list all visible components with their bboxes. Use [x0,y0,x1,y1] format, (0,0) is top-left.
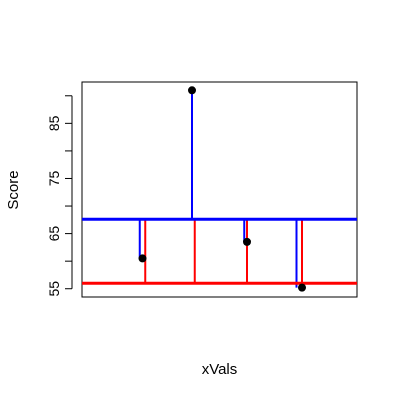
x-axis-title: xVals [202,361,238,378]
y-axis: 55 65 75 85 [46,95,73,297]
y-axis-title: Score [5,170,22,209]
segment-layer [138,90,303,288]
y-tick-label: 85 [46,115,62,131]
data-point [298,283,306,292]
data-point [188,86,196,95]
plot-frame [81,81,358,298]
y-tick-label: 55 [46,281,62,297]
y-tick-label: 75 [46,170,62,186]
points-layer [138,86,306,292]
y-tick-label: 65 [46,226,62,242]
reference-lines-layer [82,217,357,285]
data-point [138,254,147,263]
data-point [243,237,251,246]
